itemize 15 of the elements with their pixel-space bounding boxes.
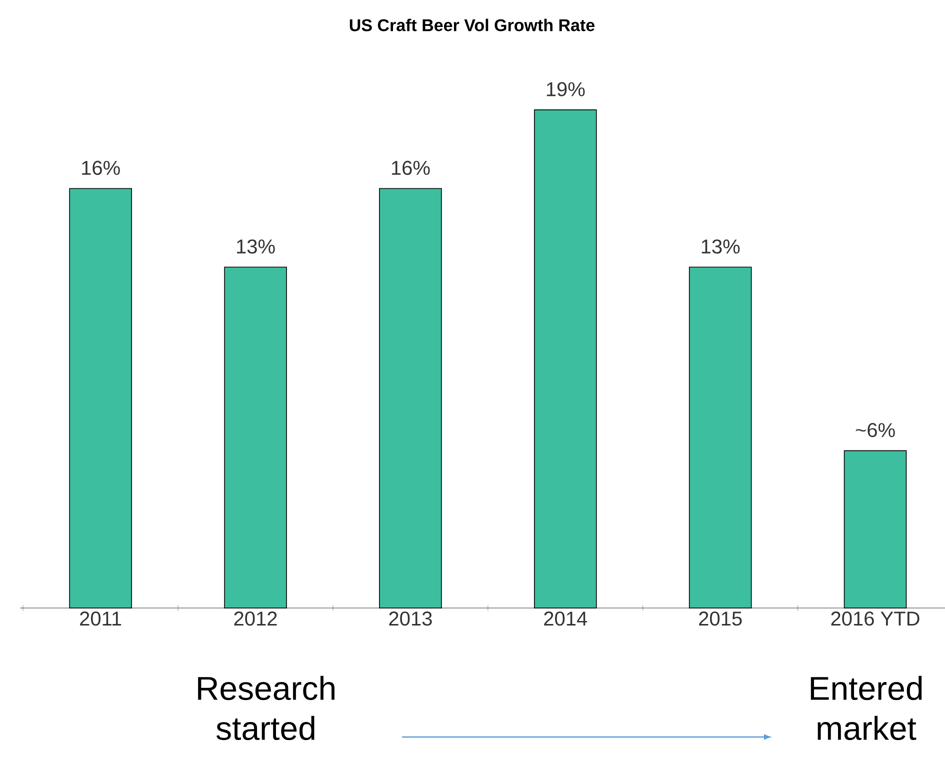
- x-tick-label: 2015: [699, 612, 742, 626]
- x-tick-label: 2013: [389, 612, 432, 626]
- x-tick-label: 2014: [544, 612, 588, 626]
- data-label: 13%: [702, 239, 740, 254]
- data-label: 13%: [237, 239, 275, 254]
- x-tick-label: 2016 YTD: [831, 612, 920, 626]
- data-label: ~6%: [856, 422, 895, 438]
- text: Research started: [198, 676, 334, 740]
- x-tick-label: 2011: [80, 612, 122, 626]
- data-label: 19%: [546, 82, 585, 96]
- data-label: 16%: [82, 160, 120, 175]
- text: Entered market: [810, 676, 922, 740]
- x-tick-label: 2012: [234, 612, 277, 626]
- data-label: 16%: [392, 160, 430, 175]
- chart-title: US Craft Beer Vol Growth Rate: [350, 18, 595, 32]
